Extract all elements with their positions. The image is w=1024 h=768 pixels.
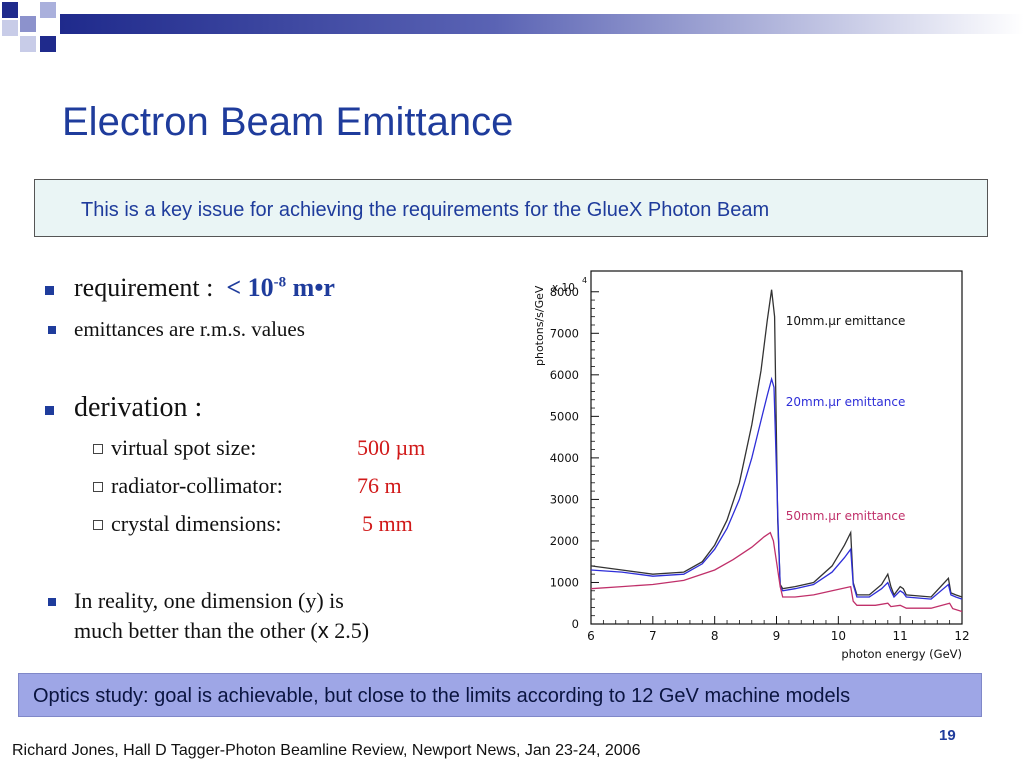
- x-tick-label: 9: [773, 629, 781, 643]
- requirement-label: requirement :: [74, 273, 214, 302]
- radiator-collimator-value: 76 m: [357, 473, 402, 498]
- y-tick-label: 6000: [550, 368, 579, 382]
- series-label-3: 50mm.μr emittance: [786, 509, 906, 523]
- derivation-bullet: derivation :: [74, 392, 203, 423]
- y-tick-label: 2000: [550, 534, 579, 548]
- x-tick-label: 11: [893, 629, 908, 643]
- page-title: Electron Beam Emittance: [62, 100, 514, 144]
- header-decoration: [2, 2, 1024, 52]
- x-tick-label: 6: [587, 629, 595, 643]
- series-line-3: [590, 531, 963, 613]
- series-label-1: 10mm.μr emittance: [786, 314, 906, 328]
- y-tick-label: 4000: [550, 451, 579, 465]
- x-axis-label: photon energy (GeV): [841, 647, 962, 661]
- hollow-square-icon: [93, 520, 103, 530]
- series-label-2: 20mm.μr emittance: [786, 395, 906, 409]
- bullet-square-icon: [45, 286, 54, 295]
- optics-note-box: Optics study: goal is achievable, but cl…: [18, 673, 982, 717]
- sub-bullet-spot-size: virtual spot size:: [111, 435, 257, 460]
- series-line-2: [590, 376, 963, 600]
- y-tick-label: 8000: [550, 285, 579, 299]
- y-tick-label: 1000: [550, 575, 579, 589]
- requirement-value: < 10-8 m•r: [226, 273, 335, 302]
- x-tick-label: 12: [954, 629, 969, 643]
- optics-note-text: Optics study: goal is achievable, but cl…: [33, 685, 851, 707]
- reality-line-1: In reality, one dimension (y) is: [74, 588, 344, 613]
- emittances-bullet: emittances are r.m.s. values: [74, 317, 305, 341]
- reality-line-2: much better than the other (x 2.5): [74, 618, 370, 643]
- y-tick-label: 5000: [550, 409, 579, 423]
- y-axis-label: photons/s/GeV: [533, 285, 546, 366]
- spot-size-value: 500 µm: [357, 435, 426, 460]
- bullet-square-icon: [48, 598, 56, 606]
- x-tick-label: 7: [649, 629, 657, 643]
- y-tick-label: 0: [572, 617, 579, 631]
- y-tick-label: 7000: [550, 326, 579, 340]
- key-issue-text: This is a key issue for achieving the re…: [81, 199, 770, 221]
- requirement-bullet: requirement : < 10-8 m•r: [74, 273, 335, 303]
- series-line-1: [590, 289, 963, 598]
- page-number: 19: [939, 727, 956, 744]
- y-multiplier-exponent: 4: [582, 276, 587, 285]
- x-tick-label: 10: [831, 629, 846, 643]
- hollow-square-icon: [93, 482, 103, 492]
- sub-bullet-radiator-collimator: radiator-collimator:: [111, 473, 283, 498]
- y-multiplier: x 10: [552, 282, 575, 294]
- sub-bullet-crystal-dimensions: crystal dimensions:: [111, 511, 282, 536]
- x-tick-label: 8: [711, 629, 719, 643]
- bullet-square-icon: [45, 406, 54, 415]
- hollow-square-icon: [93, 444, 103, 454]
- emittance-chart: 0 1000 2000 3000 4000 5000 6000 7000 8000 6 7 8 9 10 1…: [533, 270, 970, 661]
- crystal-dimensions-value: 5 mm: [362, 511, 413, 536]
- y-tick-label: 3000: [550, 492, 579, 506]
- footer-text: Richard Jones, Hall D Tagger-Photon Beam…: [12, 742, 641, 759]
- bullet-square-icon: [48, 326, 56, 334]
- key-issue-box: This is a key issue for achieving the re…: [34, 179, 988, 237]
